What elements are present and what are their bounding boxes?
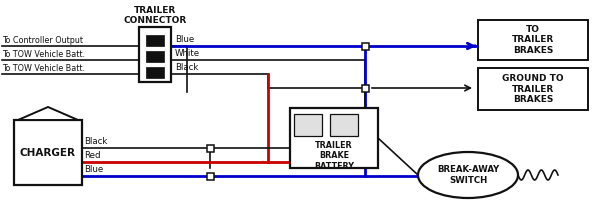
Bar: [206, 173, 214, 179]
Text: To TOW Vehicle Batt.: To TOW Vehicle Batt.: [2, 64, 85, 73]
Text: TRAILER
BRAKE
BATTERY: TRAILER BRAKE BATTERY: [314, 141, 354, 171]
Bar: [478, 20, 588, 60]
Bar: [330, 114, 358, 136]
Bar: [361, 84, 368, 92]
Bar: [478, 68, 588, 110]
Ellipse shape: [418, 152, 518, 198]
Text: GROUND TO
TRAILER
BRAKES: GROUND TO TRAILER BRAKES: [502, 74, 564, 104]
Text: Black: Black: [175, 63, 199, 72]
Text: Blue: Blue: [84, 165, 103, 174]
Text: Red: Red: [84, 151, 101, 160]
Polygon shape: [18, 107, 78, 120]
Text: CHARGER: CHARGER: [20, 148, 76, 158]
Bar: [294, 114, 322, 136]
Text: Black: Black: [84, 137, 107, 146]
Text: To Controller Output: To Controller Output: [2, 36, 83, 45]
Text: TO
TRAILER
BRAKES: TO TRAILER BRAKES: [512, 25, 554, 55]
Bar: [14, 120, 82, 185]
Bar: [146, 51, 164, 62]
Bar: [146, 35, 164, 46]
Bar: [290, 108, 378, 168]
Text: TRAILER
CONNECTOR: TRAILER CONNECTOR: [124, 6, 187, 25]
Bar: [139, 27, 171, 82]
Text: Blue: Blue: [175, 35, 194, 44]
Bar: [361, 43, 368, 49]
Text: BREAK-AWAY
SWITCH: BREAK-AWAY SWITCH: [437, 165, 499, 185]
Bar: [146, 67, 164, 78]
Text: To TOW Vehicle Batt.: To TOW Vehicle Batt.: [2, 50, 85, 59]
Text: White: White: [175, 49, 200, 58]
Bar: [206, 145, 214, 151]
